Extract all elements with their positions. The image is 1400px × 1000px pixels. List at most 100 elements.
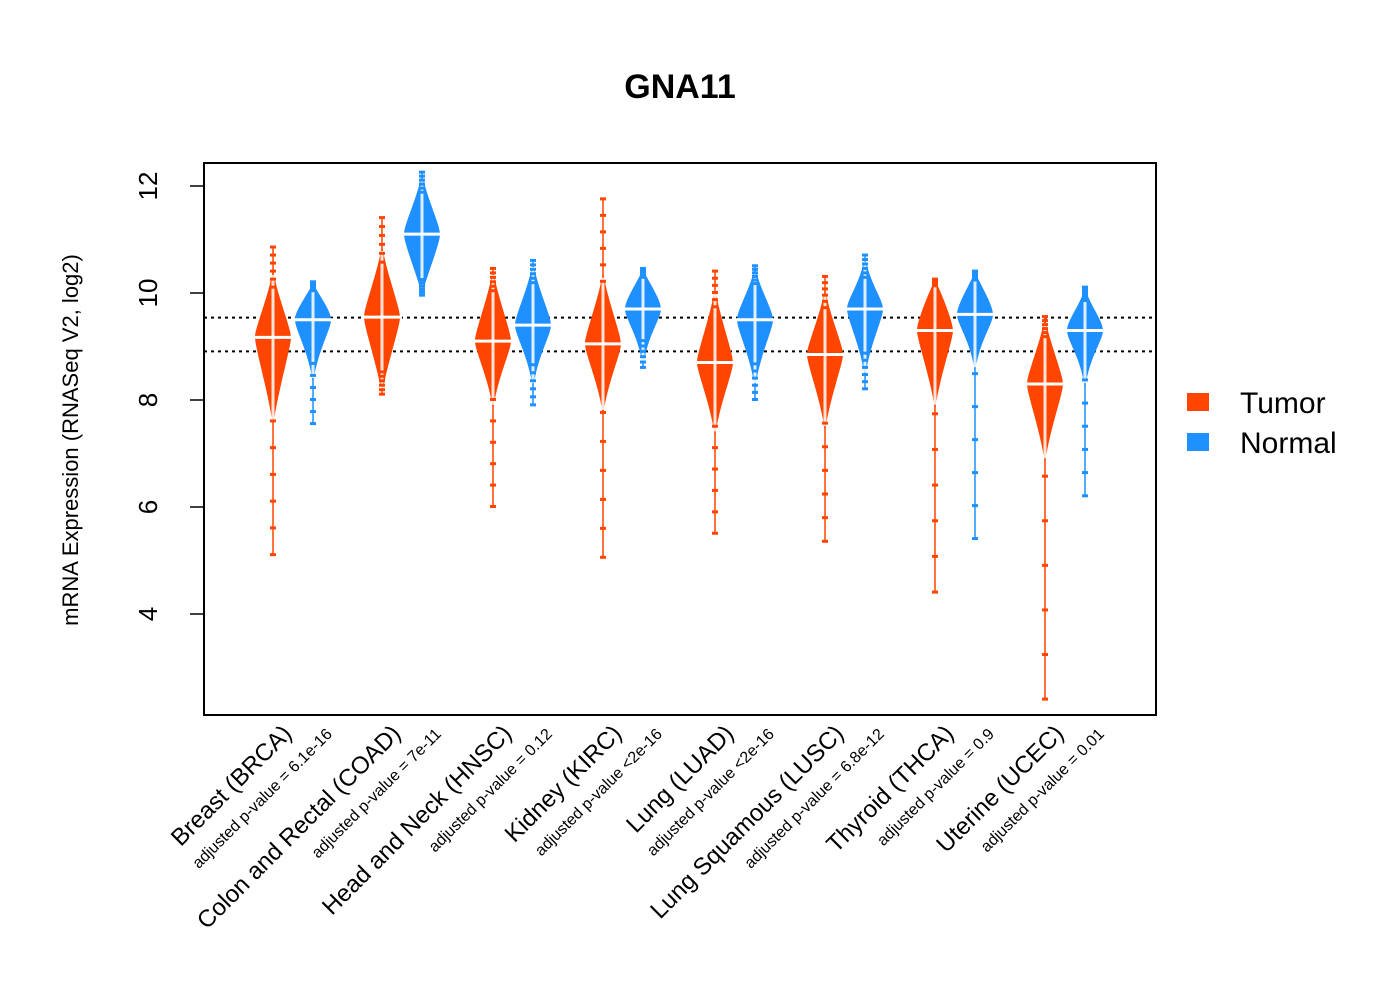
bean-outlier: [712, 283, 718, 287]
bean-outlier: [310, 283, 316, 287]
plot-frame: [203, 162, 1157, 716]
bean-outlier: [419, 287, 425, 291]
bean-outlier: [600, 526, 606, 530]
bean-outlier: [1082, 378, 1088, 382]
bean-outlier: [862, 365, 868, 369]
bean-normal: [955, 269, 995, 541]
bean-outlier: [972, 537, 978, 541]
bean-outlier: [419, 190, 425, 194]
bean-outlier: [530, 272, 536, 276]
bean-outlier: [600, 555, 606, 559]
bean-outlier: [379, 379, 385, 383]
bean-outlier: [1082, 471, 1088, 475]
bean-outlier: [1082, 296, 1088, 300]
bean-outlier: [270, 499, 276, 503]
legend-label-tumor: Tumor: [1240, 387, 1326, 420]
bean-outlier: [640, 349, 646, 353]
bean-outlier: [379, 242, 385, 246]
bean-tumor: [915, 277, 955, 594]
bean-outlier: [822, 274, 828, 278]
bean-outlier: [972, 271, 978, 275]
bean-outlier: [419, 293, 425, 297]
bean-outlier: [712, 424, 718, 428]
bean-outlier: [1042, 331, 1048, 335]
bean-outlier: [530, 379, 536, 383]
bean-outlier: [600, 263, 606, 267]
bean-outlier: [530, 395, 536, 399]
bean-outlier: [310, 285, 316, 289]
bean-outlier: [270, 446, 276, 450]
bean-outlier: [270, 553, 276, 557]
bean-outlier: [379, 383, 385, 387]
bean-outlier: [862, 387, 868, 391]
bean-outlier: [972, 372, 978, 376]
bean-outlier: [490, 289, 496, 293]
bean-outlier: [712, 305, 718, 309]
chart-title: GNA11: [624, 68, 736, 106]
bean-outlier: [310, 422, 316, 426]
y-tick-label: 8: [133, 393, 163, 407]
bean-outlier: [972, 276, 978, 280]
legend: Tumor Normal: [1187, 387, 1337, 460]
bean-outlier: [270, 526, 276, 530]
bean-outlier: [1042, 323, 1048, 327]
bean-outlier: [862, 351, 868, 355]
bean-outlier: [640, 360, 646, 364]
bean-outlier: [379, 225, 385, 229]
bean-outlier: [419, 170, 425, 174]
bean-outlier: [752, 274, 758, 278]
bean-outlier: [822, 539, 828, 543]
bean-outlier: [640, 344, 646, 348]
bean-outlier: [530, 258, 536, 262]
bean-outlier: [530, 263, 536, 267]
bean-outlier: [490, 275, 496, 279]
bean-outlier: [270, 245, 276, 249]
bean-outlier: [862, 373, 868, 377]
bean-outlier: [752, 271, 758, 275]
bean-outlier: [972, 438, 978, 442]
bean-outlier: [712, 488, 718, 492]
bean-outlier: [379, 392, 385, 396]
bean-outlier: [600, 197, 606, 201]
bean-outlier: [1082, 447, 1088, 451]
bean-outlier: [862, 258, 868, 262]
bean-outlier: [490, 280, 496, 284]
bean-outlier: [972, 471, 978, 475]
bean-outlier: [379, 233, 385, 237]
bean-tumor: [362, 216, 402, 396]
bean-outlier: [822, 287, 828, 291]
bean-tumor: [805, 274, 845, 543]
bean-outlier: [600, 497, 606, 501]
bean-normal: [1065, 285, 1105, 498]
bean-outlier: [490, 284, 496, 288]
bean-outlier: [379, 216, 385, 220]
bean-outlier: [822, 516, 828, 520]
bean-outlier: [752, 369, 758, 373]
bean-outlier: [379, 388, 385, 392]
bean-outlier: [490, 440, 496, 444]
bean-outlier: [1042, 608, 1048, 612]
bean-outlier: [270, 419, 276, 423]
bean-outlier: [752, 376, 758, 380]
bean-outlier: [600, 468, 606, 472]
y-axis: 4 6 8 10 12: [133, 172, 204, 621]
bean-outlier: [972, 405, 978, 409]
bean-outlier: [419, 186, 425, 190]
bean-tumor: [695, 269, 735, 535]
bean-outlier: [712, 446, 718, 450]
bean-outlier: [530, 403, 536, 407]
y-tick-label: 10: [133, 279, 163, 308]
bean-outlier: [1082, 424, 1088, 428]
bean-outlier: [972, 274, 978, 278]
bean-outlier: [712, 510, 718, 514]
bean-outlier: [640, 268, 646, 272]
bean-outlier: [270, 285, 276, 289]
bean-outlier: [752, 383, 758, 387]
bean-outlier: [932, 519, 938, 523]
bean-outlier: [310, 282, 316, 286]
bean-outlier: [419, 174, 425, 178]
bean-outlier: [310, 373, 316, 377]
bean-outlier: [972, 278, 978, 282]
bean-outlier: [822, 306, 828, 310]
